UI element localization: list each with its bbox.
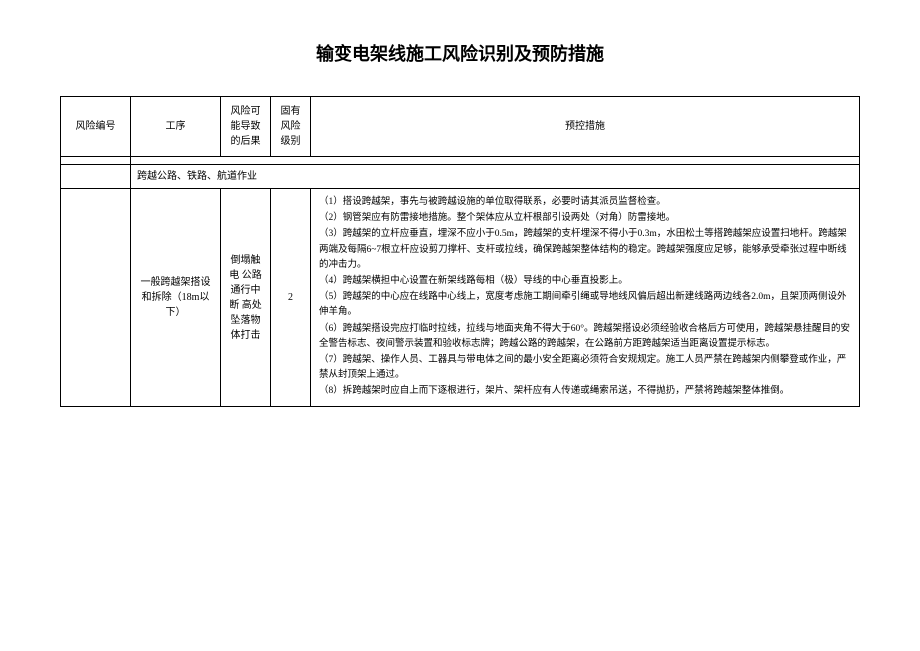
cell-procedure: 一般跨越架搭设和拆除（18m以下） [131,189,221,407]
table-row: 一般跨越架搭设和拆除（18m以下） 倒塌触电 公路通行中断 高处坠落物体打击 2… [61,189,860,407]
measure-item: （3）跨越架的立杆应垂直，埋深不应小于0.5m，跨越架的支杆埋深不得小于0.3m… [319,227,851,273]
measure-item: （6）跨越架搭设完应打临时拉线，拉线与地面夹角不得大于60°。跨越架搭设必须经验… [319,322,851,352]
header-consequence: 风险可能导致的后果 [221,97,271,157]
header-level: 固有风险级别 [271,97,311,157]
spacer-row [61,157,860,165]
risk-table: 风险编号 工序 风险可能导致的后果 固有风险级别 预控措施 跨越公路、铁路、航道… [60,96,860,407]
cell-risk-id [61,189,131,407]
measure-item: （8）拆跨越架时应自上而下逐根进行，架片、架杆应有人传递或绳索吊送，不得抛扔，严… [319,384,851,399]
measure-item: （2）钢管架应有防雷接地措施。整个架体应从立杆根部引设两处（对角）防雷接地。 [319,211,851,226]
measure-item: （1）搭设跨越架，事先与被跨越设施的单位取得联系，必要时请其派员监督检查。 [319,195,851,210]
cell-measures: （1）搭设跨越架，事先与被跨越设施的单位取得联系，必要时请其派员监督检查。 （2… [311,189,860,407]
page-title: 输变电架线施工风险识别及预防措施 [60,40,860,66]
measure-item: （4）跨越架横担中心设置在新架线路每相（极）导线的中心垂直投影上。 [319,274,851,289]
section-label: 跨越公路、铁路、航道作业 [131,165,860,189]
measure-item: （7）跨越架、操作人员、工器具与带电体之间的最小安全距离必须符合安规规定。施工人… [319,353,851,383]
header-measures: 预控措施 [311,97,860,157]
measure-item: （5）跨越架的中心应在线路中心线上，宽度考虑施工期间牵引绳或导地线风偏后超出新建… [319,290,851,320]
section-row: 跨越公路、铁路、航道作业 [61,165,860,189]
cell-consequence: 倒塌触电 公路通行中断 高处坠落物体打击 [221,189,271,407]
header-risk-id: 风险编号 [61,97,131,157]
header-row: 风险编号 工序 风险可能导致的后果 固有风险级别 预控措施 [61,97,860,157]
cell-level: 2 [271,189,311,407]
header-procedure: 工序 [131,97,221,157]
section-id-cell [61,165,131,189]
